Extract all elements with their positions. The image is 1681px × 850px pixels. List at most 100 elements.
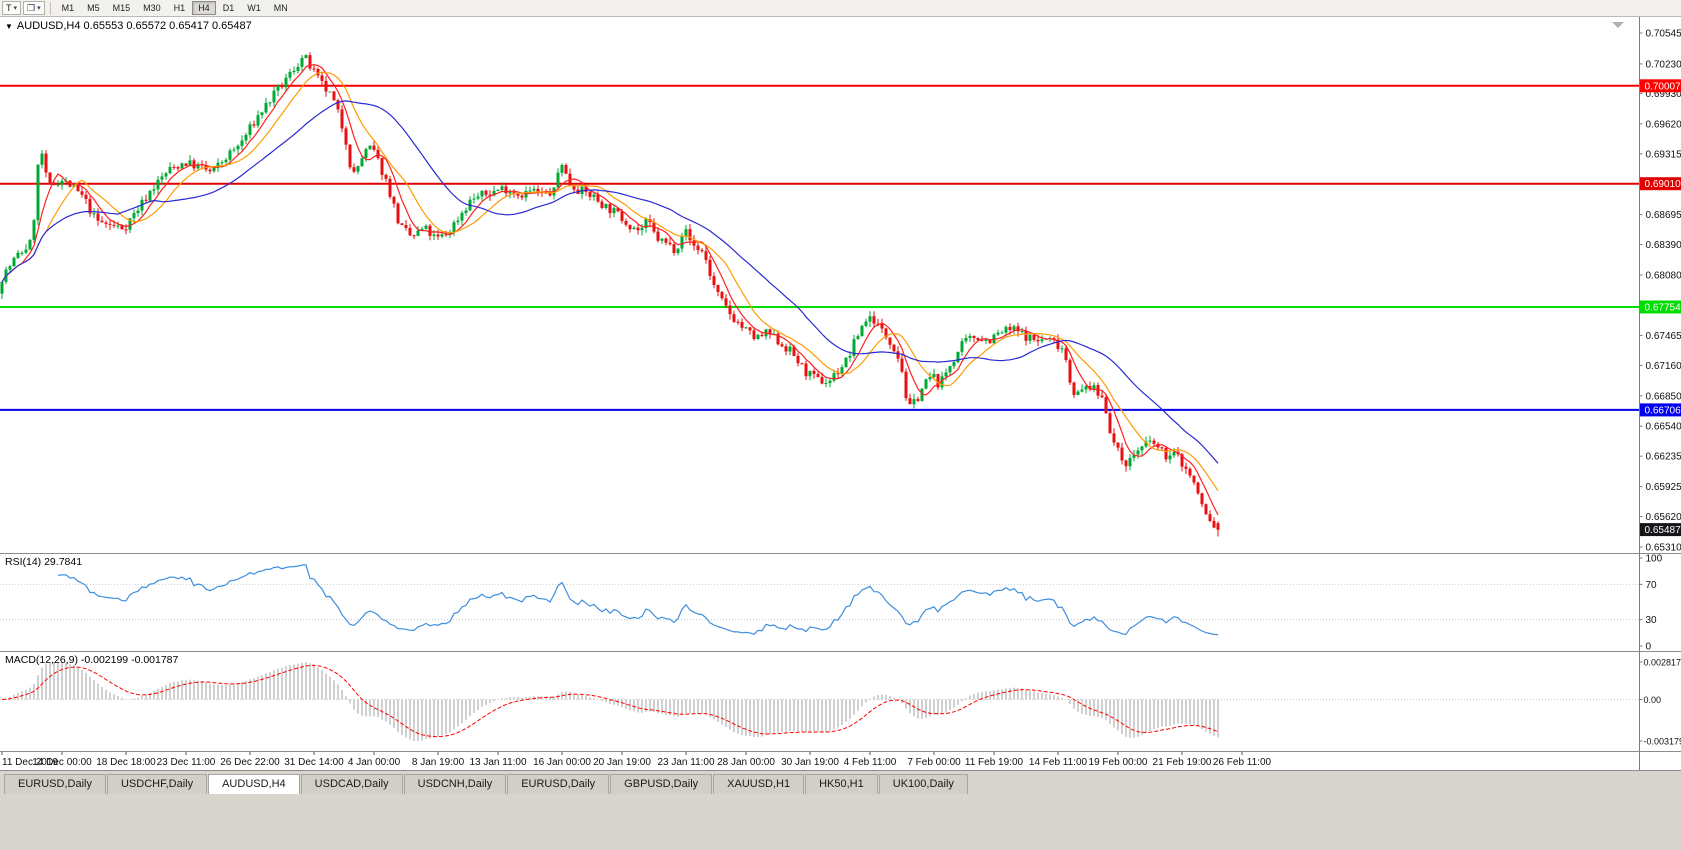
timeframe-button-h4[interactable]: H4 — [192, 1, 216, 15]
price-chart-panel[interactable]: 0.70545 0.70230 0.69930 0.69620 0.69315 0.690… — [0, 17, 1681, 553]
svg-text:4 Feb 11:00: 4 Feb 11:00 — [844, 757, 897, 768]
svg-text:0.66235: 0.66235 — [1646, 452, 1681, 463]
svg-text:18 Dec 18:00: 18 Dec 18:00 — [96, 757, 156, 768]
svg-text:26 Feb 11:00: 26 Feb 11:00 — [1213, 757, 1272, 768]
chart-tab-audusd-h4-2[interactable]: AUDUSD,H4 — [208, 774, 300, 794]
chart-tab-bar: EURUSD,Daily USDCHF,Daily AUDUSD,H4 USDCAD,… — [0, 770, 1681, 794]
chart-ohlc-label: AUDUSD,H4 0.65553 0.65572 0.65417 0.6548… — [16, 20, 252, 32]
chart-tab-usdcnh-daily-4[interactable]: USDCNH,Daily — [403, 774, 507, 794]
svg-text:31 Dec 14:00: 31 Dec 14:00 — [284, 757, 344, 768]
chart-tab-xauusd-h1-7[interactable]: XAUUSD,H1 — [713, 774, 805, 794]
svg-text:0.66540: 0.66540 — [1646, 422, 1681, 433]
svg-text:0.65310: 0.65310 — [1646, 543, 1681, 554]
chart-shift-marker[interactable] — [1612, 22, 1624, 28]
chart-tab-usdchf-daily-1[interactable]: USDCHF,Daily — [106, 774, 208, 794]
svg-text:0.68695: 0.68695 — [1646, 210, 1681, 221]
main-toolbar: T ▾ ❐ ▾ M1 M5 M15 M30 H1 H4 D1 W1 MN — [0, 0, 1681, 17]
svg-text:0.69930: 0.69930 — [1646, 89, 1681, 100]
rsi-label: RSI(14) 29.7841 — [5, 556, 83, 568]
svg-text:0.67754: 0.67754 — [1645, 303, 1681, 314]
price-chart-canvas[interactable]: 0.70545 0.70230 0.69930 0.69620 0.69315 0.690… — [0, 17, 1681, 553]
svg-text:0.68080: 0.68080 — [1646, 271, 1681, 282]
svg-text:30: 30 — [1646, 615, 1658, 626]
timeframe-button-m5[interactable]: M5 — [87, 3, 100, 13]
chart-tab-hk50-h1-8[interactable]: HK50,H1 — [805, 774, 878, 794]
timeframe-button-w1[interactable]: W1 — [247, 3, 261, 13]
svg-text:0.70545: 0.70545 — [1646, 29, 1681, 40]
svg-text:20 Jan 19:00: 20 Jan 19:00 — [593, 757, 651, 768]
svg-text:4 Jan 00:00: 4 Jan 00:00 — [348, 757, 401, 768]
svg-text:0.70230: 0.70230 — [1646, 59, 1681, 70]
timeframe-button-m30[interactable]: M30 — [143, 3, 161, 13]
symbol-dropdown-icon[interactable]: ▼ — [5, 21, 13, 31]
svg-text:26 Dec 22:00: 26 Dec 22:00 — [220, 757, 280, 768]
ma-slow-blue — [1, 100, 1219, 464]
svg-text:0.65620: 0.65620 — [1646, 512, 1681, 523]
svg-text:0: 0 — [1646, 642, 1652, 652]
rsi-panel[interactable]: 100 70 30 0 RSI(14) 29.7841 — [0, 553, 1681, 651]
svg-text:0.67160: 0.67160 — [1646, 361, 1681, 372]
macd-histogram — [5, 662, 1219, 741]
svg-text:0.68390: 0.68390 — [1646, 240, 1681, 251]
svg-text:23 Dec 11:00: 23 Dec 11:00 — [157, 757, 216, 768]
svg-text:0.69620: 0.69620 — [1646, 119, 1681, 130]
svg-text:0.00: 0.00 — [1644, 695, 1662, 705]
svg-text:13 Jan 11:00: 13 Jan 11:00 — [469, 757, 527, 768]
svg-text:100: 100 — [1646, 554, 1663, 565]
templates-button-label: T — [6, 3, 12, 13]
chart-tab-eurusd-daily-5[interactable]: EURUSD,Daily — [507, 774, 610, 794]
time-axis[interactable]: 11 Dec 2019 14 Dec 00:00 18 Dec 18:00 23 De… — [0, 751, 1681, 770]
svg-text:11 Dec 2019: 11 Dec 2019 — [2, 757, 58, 768]
svg-text:-0.0031790: -0.0031790 — [1644, 737, 1681, 747]
svg-text:14 Feb 11:00: 14 Feb 11:00 — [1029, 757, 1088, 768]
svg-text:30 Jan 19:00: 30 Jan 19:00 — [781, 757, 839, 768]
timeframe-button-h1[interactable]: H1 — [173, 3, 186, 13]
chart-tab-gbpusd-daily-6[interactable]: GBPUSD,Daily — [610, 774, 713, 794]
timeframe-button-m1[interactable]: M1 — [61, 3, 75, 13]
rsi-line — [57, 564, 1219, 636]
chart-tab-usdcad-daily-3[interactable]: USDCAD,Daily — [300, 774, 403, 794]
macd-signal-line — [1, 664, 1219, 738]
timeframe-button-m15[interactable]: M15 — [112, 3, 131, 13]
svg-text:70: 70 — [1646, 580, 1658, 591]
svg-text:0.65925: 0.65925 — [1646, 482, 1681, 493]
svg-text:0.65487: 0.65487 — [1645, 525, 1681, 536]
svg-text:7 Feb 00:00: 7 Feb 00:00 — [907, 757, 961, 768]
svg-text:16 Jan 00:00: 16 Jan 00:00 — [533, 757, 591, 768]
rsi-canvas[interactable]: 100 70 30 0 — [0, 554, 1681, 651]
timeframe-button-mn[interactable]: MN — [273, 3, 288, 13]
ma-mid-orange — [1, 71, 1219, 492]
caret-down-icon: ▾ — [13, 5, 18, 12]
window-background — [0, 794, 1681, 850]
svg-text:11 Feb 19:00: 11 Feb 19:00 — [965, 757, 1024, 768]
caret-down-icon: ▾ — [37, 5, 41, 12]
chart-header: ▼ AUDUSD,H4 0.65553 0.65572 0.65417 0.65… — [5, 20, 252, 32]
macd-label: MACD(12,26,9) -0.002199 -0.001787 — [5, 654, 179, 666]
timeframe-button-d1[interactable]: D1 — [222, 3, 235, 13]
timeframe-group: M1 M5 M15 M30 H1 H4 D1 W1 MN — [56, 1, 294, 15]
svg-text:19 Feb 00:00: 19 Feb 00:00 — [1089, 757, 1148, 768]
svg-text:14 Dec 00:00: 14 Dec 00:00 — [32, 757, 92, 768]
current-price-badge — [1640, 523, 1681, 537]
objects-button[interactable]: ❐ ▾ — [23, 1, 45, 15]
chart-tab-uk100-daily-9[interactable]: UK100,Daily — [878, 774, 968, 794]
objects-icon: ❐ — [27, 2, 36, 13]
svg-text:8 Jan 19:00: 8 Jan 19:00 — [412, 757, 465, 768]
svg-text:21 Feb 19:00: 21 Feb 19:00 — [1153, 757, 1212, 768]
ma-fast-red — [1, 64, 1219, 516]
svg-text:28 Jan 00:00: 28 Jan 00:00 — [717, 757, 775, 768]
svg-text:0.70007: 0.70007 — [1645, 81, 1681, 92]
templates-button[interactable]: T ▾ — [2, 1, 22, 15]
chart-tab-eurusd-daily-0[interactable]: EURUSD,Daily — [4, 774, 106, 794]
svg-text:0.69315: 0.69315 — [1646, 149, 1681, 160]
svg-text:23 Jan 11:00: 23 Jan 11:00 — [657, 757, 715, 768]
svg-text:0.67465: 0.67465 — [1646, 331, 1681, 342]
svg-text:0.66850: 0.66850 — [1646, 391, 1681, 402]
svg-text:0.69010: 0.69010 — [1645, 179, 1681, 190]
svg-text:0.66706: 0.66706 — [1645, 405, 1681, 416]
